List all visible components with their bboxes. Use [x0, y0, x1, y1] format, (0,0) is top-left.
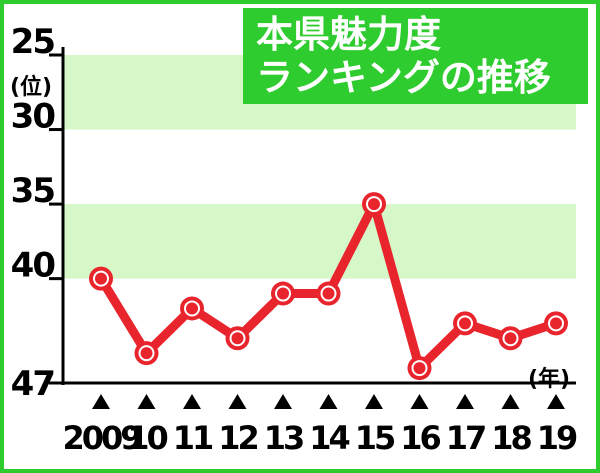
x-tick-marker-16 — [410, 394, 429, 409]
x-tick-label-14: 14 — [309, 419, 349, 457]
data-point-18 — [498, 326, 523, 351]
x-tick-marker-15 — [365, 394, 383, 409]
x-tick-label-15: 15 — [355, 419, 395, 457]
x-tick-label-10: 10 — [127, 419, 167, 457]
y-tick-label-47: 47 — [11, 364, 54, 404]
y-tick-label-25: 25 — [11, 22, 55, 62]
data-point-11 — [180, 296, 204, 321]
x-tick-marker-18 — [501, 394, 520, 409]
x-tick-marker-12 — [228, 394, 247, 409]
x-tick-marker-14 — [319, 394, 338, 409]
y-tick-label-35: 35 — [11, 171, 55, 211]
y-tick-label-30: 30 — [11, 97, 56, 137]
x-tick-label-16: 16 — [400, 419, 440, 457]
x-tick-label-18: 18 — [491, 419, 531, 457]
x-tick-marker-10 — [137, 394, 156, 409]
x-tick-marker-2009 — [92, 394, 110, 409]
data-point-12 — [225, 326, 250, 351]
x-tick-label-19: 19 — [537, 419, 577, 457]
x-tick-marker-13 — [274, 394, 292, 409]
x-tick-marker-11 — [183, 394, 201, 409]
data-point-13 — [271, 281, 295, 306]
x-tick-marker-17 — [456, 394, 474, 409]
data-point-14 — [316, 281, 341, 306]
title-background — [243, 8, 588, 104]
y-tick-label-40: 40 — [11, 246, 56, 286]
chart-title: 本県魅力度 ランキングの推移 — [243, 8, 588, 104]
x-tick-label-2009: 2009 — [62, 419, 141, 457]
x-tick-marker-19 — [547, 394, 565, 409]
data-point-15 — [362, 192, 386, 217]
x-axis-unit: (年) — [528, 366, 570, 392]
y-axis-ticks: 25 30 35 40 47 — [11, 22, 63, 404]
band-35-40 — [63, 204, 576, 279]
x-tick-label-11: 11 — [173, 419, 213, 457]
x-tick-label-13: 13 — [264, 419, 303, 457]
data-point-2009 — [89, 266, 113, 291]
title-line-2: ランキングの推移 — [256, 56, 551, 99]
data-point-17 — [453, 311, 477, 336]
axes — [61, 47, 576, 385]
title-line-1: 本県魅力度 — [256, 13, 441, 56]
data-point-10 — [134, 341, 159, 366]
x-tick-label-17: 17 — [446, 419, 485, 457]
data-point-16 — [407, 356, 432, 381]
x-tick-label-12: 12 — [218, 419, 257, 457]
data-point-19 — [544, 311, 568, 336]
y-axis-unit: (位) — [10, 74, 52, 100]
data-points — [89, 192, 568, 381]
